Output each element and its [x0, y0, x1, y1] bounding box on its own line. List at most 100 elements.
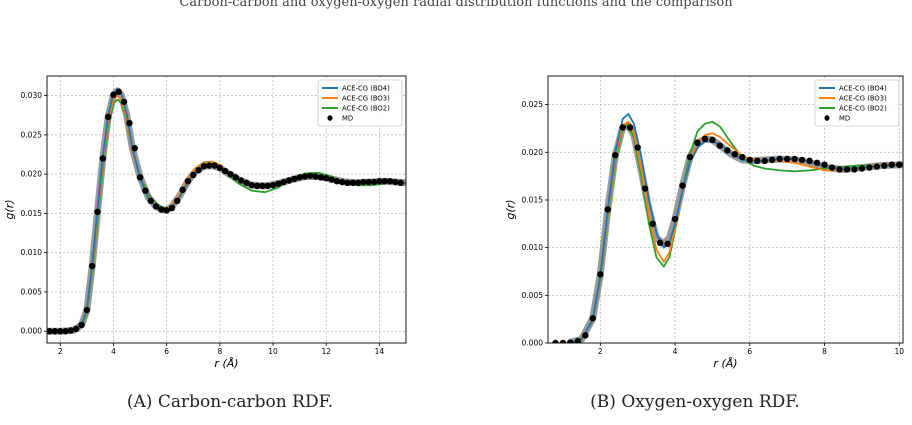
md-point: [163, 207, 170, 214]
md-point: [296, 174, 303, 181]
md-point: [174, 197, 181, 205]
md-point: [110, 91, 117, 99]
y-tick-label: 0.000: [21, 327, 43, 336]
md-point: [360, 178, 367, 186]
md-point: [386, 178, 394, 185]
legend-label: MD: [839, 115, 850, 123]
md-point: [783, 155, 791, 163]
md-point: [641, 185, 649, 192]
md-point: [280, 178, 287, 186]
legend-label: ACE-CG (BO4): [342, 85, 390, 93]
md-point: [836, 166, 843, 173]
y-tick-label: 0.020: [522, 148, 544, 157]
md-point: [813, 159, 821, 166]
md-point: [761, 157, 768, 165]
md-point: [136, 174, 144, 181]
md-point: [381, 178, 388, 185]
md-point: [67, 327, 75, 334]
md-point: [291, 175, 298, 183]
md-point: [354, 179, 362, 186]
md-point: [168, 204, 176, 212]
md-point: [679, 182, 686, 189]
x-tick-label: 12: [321, 347, 331, 356]
y-tick-label: 0.005: [522, 291, 544, 300]
md-point: [843, 166, 851, 173]
md-point: [649, 220, 656, 228]
md-point: [269, 181, 277, 189]
md-point: [243, 179, 250, 186]
caption-a-label: (A): [126, 392, 153, 412]
legend-label: ACE-CG (BO3): [839, 95, 887, 103]
plot-area: [47, 87, 406, 335]
md-point: [701, 135, 709, 143]
md-point: [78, 321, 85, 329]
y-tick-label: 0.020: [21, 170, 43, 179]
md-point: [73, 325, 80, 333]
x-tick-label: 10: [268, 347, 278, 356]
md-point: [582, 332, 589, 339]
y-tick-label: 0.025: [21, 130, 43, 139]
y-tick-label: 0.025: [522, 100, 544, 109]
md-point: [664, 240, 671, 248]
md-point: [200, 163, 208, 170]
md-point: [62, 328, 69, 335]
md-point: [574, 337, 582, 343]
md-point: [248, 181, 255, 189]
y-tick-label: 0.010: [21, 248, 43, 257]
md-point: [221, 167, 229, 175]
y-tick-label: 0.000: [522, 339, 544, 348]
md-point: [791, 155, 798, 163]
md-point: [312, 173, 319, 180]
md-point: [671, 215, 679, 223]
md-point: [307, 172, 314, 179]
md-point: [89, 262, 96, 270]
md-point: [338, 178, 346, 186]
md-point: [323, 174, 330, 182]
md-point: [131, 145, 138, 152]
md-point: [769, 156, 776, 164]
x-axis-label: r (Å): [713, 357, 737, 370]
md-point: [57, 328, 64, 335]
x-tick-label: 4: [673, 347, 678, 356]
panel-b-chart: 2 4 6 8 10 0.000 0.005 0.010 0.015 0.020 0.025 r (Å…: [504, 75, 904, 370]
md-point: [754, 157, 761, 165]
md-point: [716, 142, 724, 149]
md-uncertainty-band: [47, 87, 406, 335]
md-point: [333, 178, 341, 185]
md-point: [746, 156, 753, 164]
plot-area: [552, 113, 903, 343]
md-point: [99, 155, 107, 162]
md-uncertainty-band: [566, 122, 903, 343]
md-point: [142, 187, 149, 194]
md-point: [301, 173, 309, 180]
md-point: [709, 136, 716, 144]
md-point: [264, 182, 271, 190]
md-point: [184, 178, 192, 185]
md-point: [627, 124, 634, 131]
md-point: [195, 167, 202, 174]
y-tick-label: 0.010: [522, 243, 544, 252]
md-point: [881, 162, 888, 169]
md-point: [365, 178, 372, 186]
legend-label: ACE-CG (BO2): [839, 105, 887, 113]
clipped-top-text: Carbon-carbon and oxygen-oxygen radial d…: [179, 0, 733, 10]
caption-b-label: (B): [590, 392, 616, 412]
md-point: [376, 178, 383, 185]
caption-b: (B) Oxygen-oxygen RDF.: [480, 392, 910, 412]
md-point: [227, 170, 234, 178]
caption-b-text: Oxygen-oxygen RDF.: [621, 392, 800, 412]
x-tick-label: 10: [894, 347, 904, 356]
legend-label: ACE-CG (BO3): [342, 95, 390, 103]
md-point: [126, 119, 133, 127]
md-point: [851, 166, 858, 173]
md-point: [51, 328, 59, 335]
md-point: [328, 176, 335, 183]
legend: ACE-CG (BO4) ACE-CG (BO3) ACE-CG (BO2) MD: [814, 79, 900, 127]
x-axis-label: r (Å): [214, 357, 238, 370]
md-point: [397, 179, 404, 186]
panel-a-chart: 2 4 6 8 10 12 14 0.000 0.005 0.010 0.015 0.020 0.025…: [3, 75, 407, 370]
md-point: [259, 182, 266, 190]
md-point: [567, 339, 574, 343]
md-point: [317, 174, 325, 181]
md-point: [552, 339, 559, 343]
